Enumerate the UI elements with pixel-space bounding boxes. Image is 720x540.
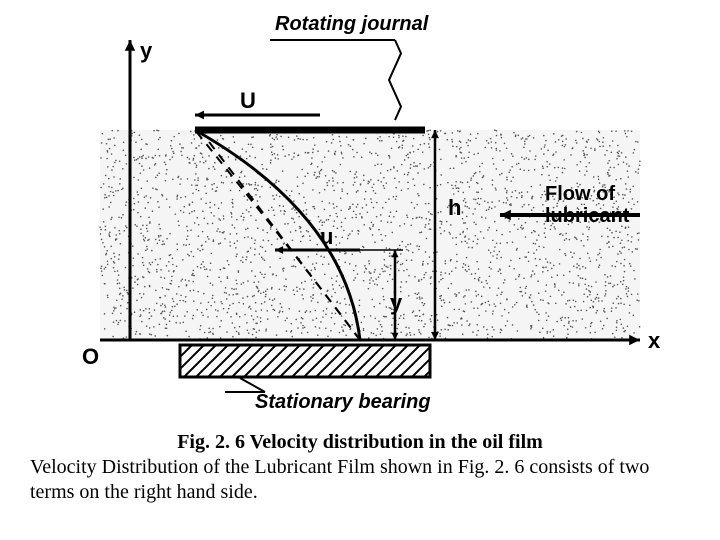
svg-text:Stationary bearing: Stationary bearing xyxy=(255,391,431,413)
svg-text:lubricant: lubricant xyxy=(545,205,630,227)
svg-text:x: x xyxy=(648,328,661,353)
velocity-diagram: Stationary bearing y x O Rotating journal Uu y… xyxy=(0,0,720,420)
svg-text:U: U xyxy=(240,88,256,113)
svg-text:O: O xyxy=(82,344,99,369)
figure-caption-body: Velocity Distribution of the Lubricant F… xyxy=(30,455,690,505)
svg-text:h: h xyxy=(448,195,461,220)
svg-text:u: u xyxy=(320,224,333,249)
caption-block: Fig. 2. 6 Velocity distribution in the o… xyxy=(30,430,690,505)
svg-text:y: y xyxy=(390,290,403,315)
figure-caption-title: Fig. 2. 6 Velocity distribution in the o… xyxy=(30,430,690,455)
svg-text:Rotating journal: Rotating journal xyxy=(275,13,429,35)
svg-text:Flow of: Flow of xyxy=(545,183,615,205)
svg-text:y: y xyxy=(140,38,153,63)
